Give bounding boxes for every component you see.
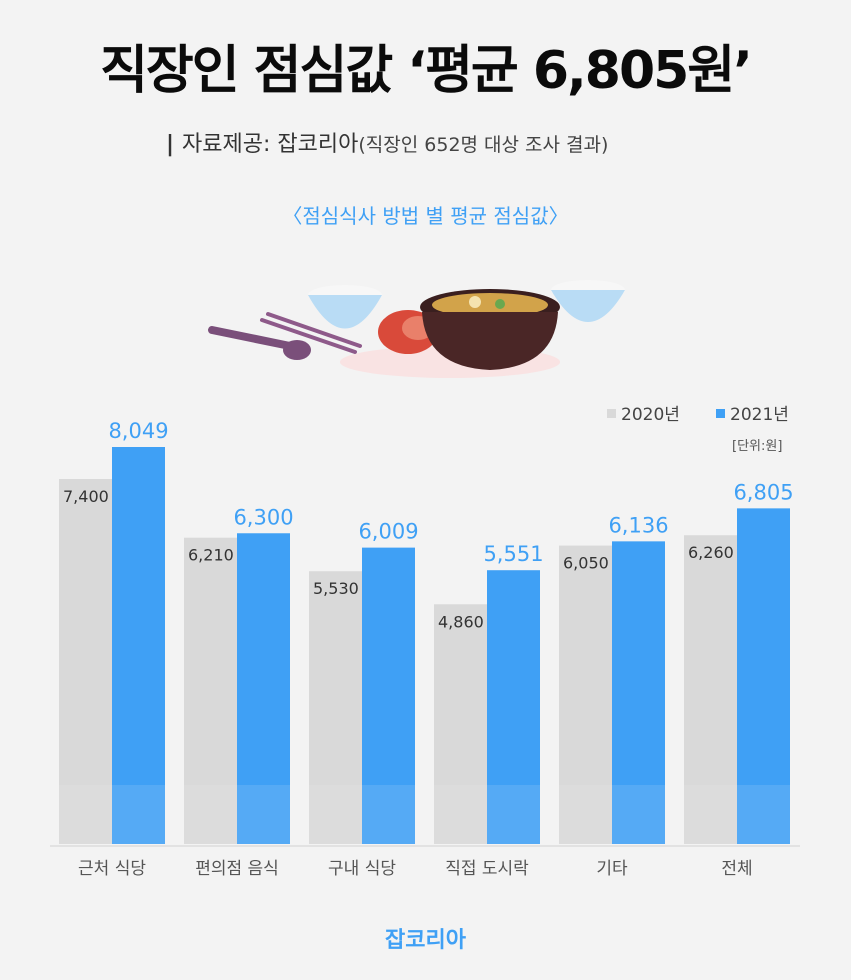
category-label-2: 구내 식당 <box>328 859 396 879</box>
value-label-2020-4: 6,050 <box>563 554 609 573</box>
category-label-1: 편의점 음식 <box>195 859 279 879</box>
source-note: (직장인 652명 대상 조사 결과) <box>358 134 609 156</box>
source-line: | 자료제공: 잡코리아(직장인 652명 대상 조사 결과) <box>166 126 608 158</box>
footer-brand: 잡코리아 <box>385 928 466 953</box>
value-label-2021-0: 8,049 <box>108 419 168 443</box>
chart-subtitle: 〈점심식사 방법 별 평균 점심값〉 <box>282 204 569 228</box>
source-label: 자료제공: 잡코리아 <box>182 132 359 157</box>
bar-2020-0 <box>59 479 112 844</box>
bar-2021-5 <box>737 508 790 844</box>
page-title: 직장인 점심값 ‘평균 6,805원’ <box>100 41 753 101</box>
value-label-2020-1: 6,210 <box>188 546 234 565</box>
value-label-2021-3: 5,551 <box>483 542 543 566</box>
category-label-0: 근처 식당 <box>78 859 146 879</box>
bar-2021-2 <box>362 547 415 844</box>
value-label-2021-1: 6,300 <box>233 505 293 529</box>
bar-2021-0 <box>112 447 165 844</box>
category-label-5: 전체 <box>721 859 752 879</box>
bar-2021-1 <box>237 533 290 844</box>
legend-swatch-2020 <box>607 409 616 418</box>
category-label-4: 기타 <box>596 859 628 879</box>
bar-2020-3 <box>434 604 487 844</box>
category-label-3: 직접 도시락 <box>445 859 529 879</box>
bar-2020-2 <box>309 571 362 844</box>
bar-chart: 7,400 8,049 근처 식당 6,210 6,300 편의점 음식 5,530 6,00… <box>0 405 851 879</box>
bar-2020-5 <box>684 535 737 844</box>
value-label-2020-0: 7,400 <box>63 487 109 506</box>
chart-legend: 2020년 2021년 [단위:원] <box>607 405 789 454</box>
bar-2021-4 <box>612 541 665 844</box>
bar-2020-4 <box>559 545 612 844</box>
lunch-illustration <box>208 280 625 378</box>
bars-layer <box>59 447 790 844</box>
legend-label-2021: 2021년 <box>730 405 789 425</box>
value-label-2020-3: 4,860 <box>438 612 484 631</box>
value-label-2020-5: 6,260 <box>688 543 734 562</box>
value-label-2021-2: 6,009 <box>358 520 418 544</box>
bar-2020-1 <box>184 537 237 844</box>
labels-layer: 7,400 8,049 근처 식당 6,210 6,300 편의점 음식 5,530 6,00… <box>63 419 794 879</box>
value-label-2021-4: 6,136 <box>608 513 668 537</box>
baseline-fade <box>0 785 851 855</box>
value-label-2020-2: 5,530 <box>313 579 359 598</box>
legend-swatch-2021 <box>716 409 725 418</box>
legend-label-2020: 2020년 <box>621 405 680 425</box>
unit-label: [단위:원] <box>732 439 782 454</box>
source-bar: | <box>166 132 175 157</box>
value-label-2021-5: 6,805 <box>733 480 793 504</box>
bar-2021-3 <box>487 570 540 844</box>
